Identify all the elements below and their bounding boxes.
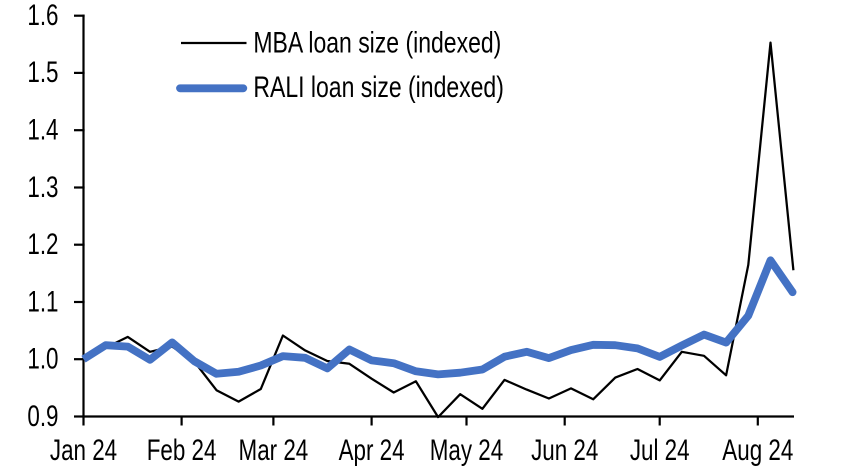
svg-text:Feb 24: Feb 24 [147,433,217,467]
svg-text:Aug 24: Aug 24 [722,433,793,467]
svg-text:Jan 24: Jan 24 [50,433,117,467]
svg-text:1.6: 1.6 [27,0,58,32]
svg-text:1.1: 1.1 [27,284,58,318]
svg-text:1.2: 1.2 [27,227,58,261]
svg-text:1.4: 1.4 [27,113,58,147]
svg-text:Jul 24: Jul 24 [630,433,690,467]
svg-text:1.3: 1.3 [27,170,58,204]
svg-text:Mar 24: Mar 24 [239,433,309,467]
svg-text:RALI loan size (indexed): RALI loan size (indexed) [253,70,503,103]
svg-text:0.9: 0.9 [27,399,58,433]
svg-text:Apr 24: Apr 24 [339,433,405,467]
svg-text:Jun 24: Jun 24 [531,433,598,467]
svg-text:May 24: May 24 [430,433,503,467]
svg-text:MBA loan size (indexed): MBA loan size (indexed) [253,26,501,59]
svg-text:1.5: 1.5 [27,55,58,89]
svg-text:1.0: 1.0 [27,342,58,376]
